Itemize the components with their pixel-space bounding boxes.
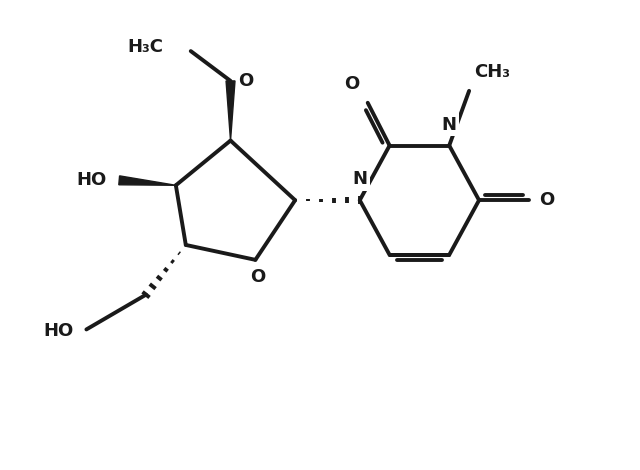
Text: HO: HO [44, 322, 74, 340]
Text: HO: HO [76, 172, 106, 189]
Text: O: O [344, 75, 360, 93]
Text: O: O [239, 72, 253, 90]
Text: CH₃: CH₃ [474, 63, 510, 81]
Polygon shape [119, 176, 176, 185]
Text: O: O [250, 268, 265, 286]
Text: H₃C: H₃C [127, 38, 163, 56]
Text: O: O [539, 191, 554, 209]
Text: N: N [442, 116, 457, 133]
Text: N: N [352, 170, 367, 188]
Polygon shape [226, 81, 235, 141]
